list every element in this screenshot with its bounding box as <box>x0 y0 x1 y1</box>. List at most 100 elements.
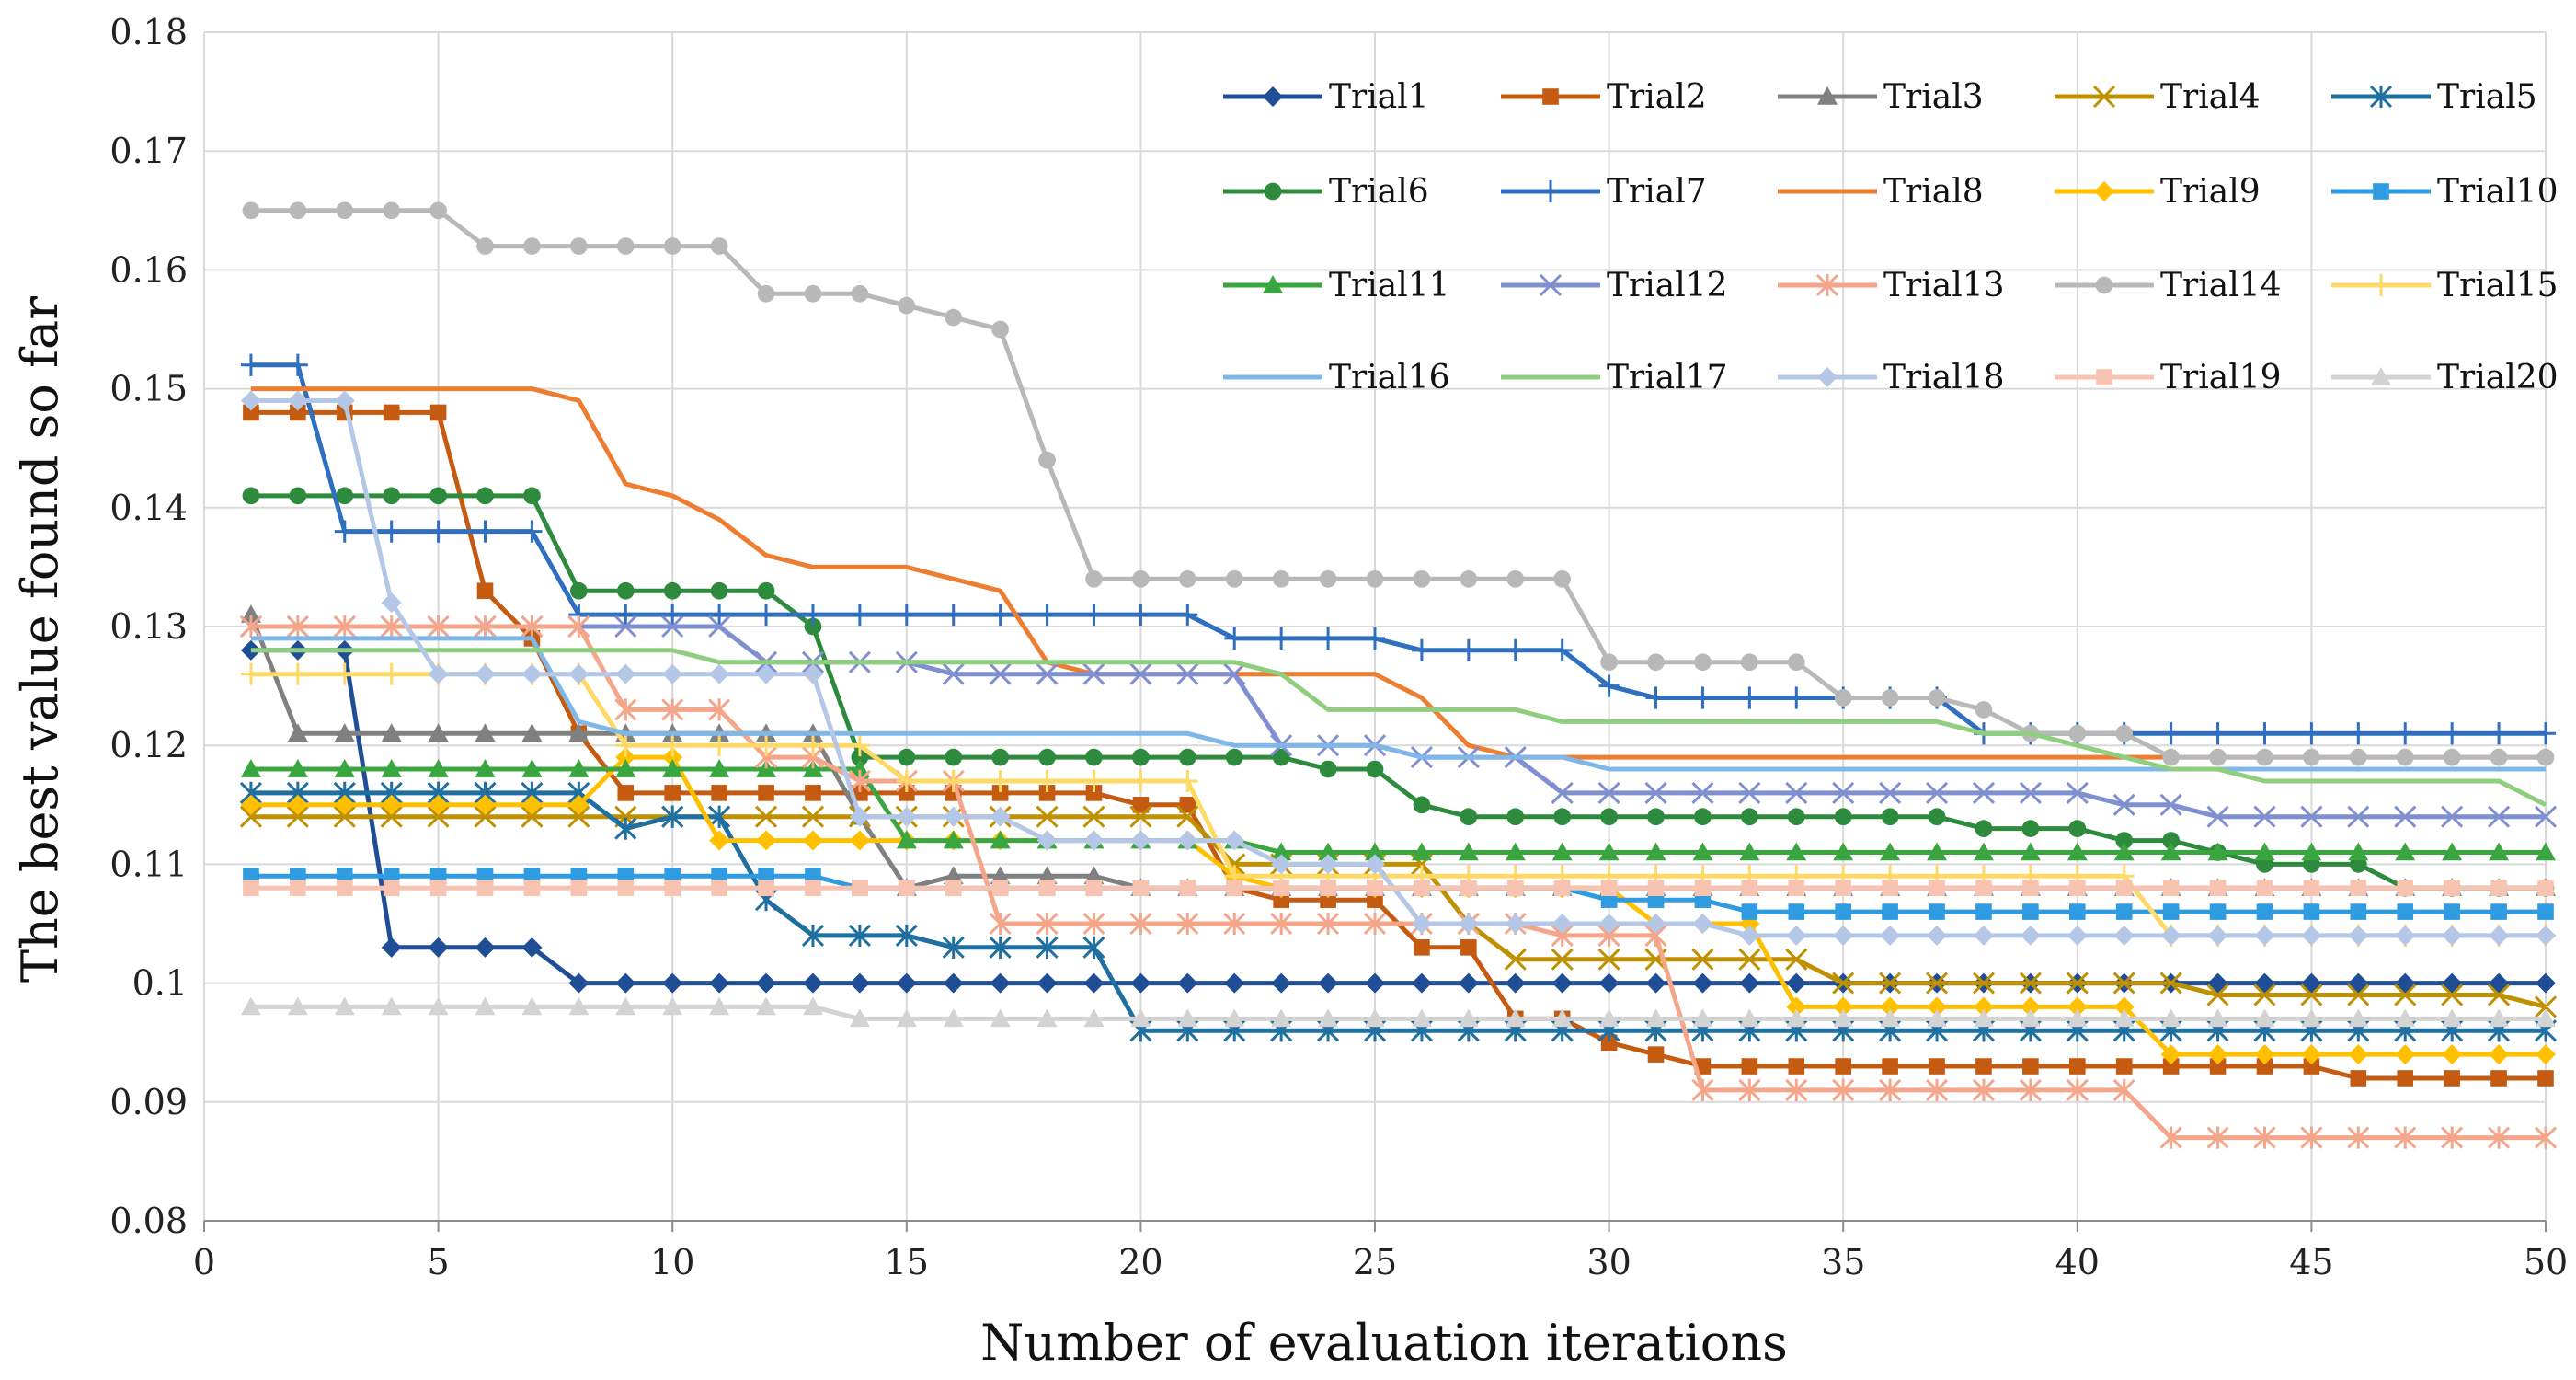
data-point <box>2115 1058 2133 1075</box>
data-point <box>1458 1008 1479 1028</box>
data-point <box>1225 569 1243 588</box>
data-point <box>2206 983 2229 1006</box>
data-point <box>2160 1044 2181 1065</box>
data-point <box>756 663 777 684</box>
data-point <box>1367 880 1383 897</box>
data-point <box>2303 1058 2320 1075</box>
data-point <box>1176 912 1199 936</box>
data-point <box>1739 1008 1760 1028</box>
data-point <box>1788 1058 1805 1075</box>
data-point <box>2489 1044 2510 1065</box>
data-point <box>2207 972 2228 994</box>
x-tick-label: 35 <box>1821 1242 1865 1282</box>
data-point <box>2442 925 2463 946</box>
data-point <box>2021 820 2040 837</box>
data-point <box>1598 914 1620 934</box>
legend-label: Trial7 <box>1607 173 1707 211</box>
data-point <box>1505 972 1526 994</box>
data-point <box>1833 842 1854 861</box>
data-point <box>1083 603 1105 627</box>
legend-label: Trial20 <box>2437 359 2559 397</box>
data-point <box>710 581 728 600</box>
data-point <box>381 794 402 815</box>
data-point <box>2397 880 2414 897</box>
data-point <box>1787 653 1805 672</box>
data-point <box>428 996 449 1016</box>
data-point <box>521 520 543 543</box>
data-point <box>758 880 774 897</box>
data-point <box>2536 1008 2556 1028</box>
data-point <box>2489 972 2510 994</box>
data-point <box>2256 880 2273 897</box>
data-point <box>523 487 541 505</box>
data-point <box>989 662 1012 685</box>
data-point <box>1085 785 1103 801</box>
data-point <box>2113 925 2135 946</box>
data-point <box>2113 996 2135 1018</box>
data-point <box>899 785 915 801</box>
data-point <box>1132 797 1150 813</box>
data-point <box>2347 1126 2370 1149</box>
data-point <box>2444 1070 2460 1087</box>
data-point <box>1741 880 1758 897</box>
data-point <box>1551 948 1574 971</box>
data-point <box>1692 686 1713 709</box>
data-point <box>240 390 261 411</box>
data-point <box>1785 781 1808 804</box>
data-point <box>2253 983 2276 1006</box>
data-point <box>709 734 730 757</box>
data-point <box>1600 653 1618 672</box>
data-point <box>567 805 590 828</box>
data-point <box>663 581 681 600</box>
data-point <box>2444 903 2460 920</box>
data-point <box>1083 769 1105 793</box>
data-point <box>849 830 870 851</box>
data-point <box>2300 983 2323 1006</box>
data-point <box>615 603 636 627</box>
data-point <box>1929 903 1945 920</box>
legend-entry: Trial9 <box>2055 173 2261 211</box>
data-point <box>2254 972 2275 994</box>
data-point <box>523 880 541 897</box>
x-tick-label: 5 <box>428 1242 450 1282</box>
y-tick-label: 0.17 <box>109 131 188 171</box>
data-point <box>943 866 964 885</box>
data-point <box>1223 662 1246 685</box>
data-point <box>2444 880 2460 897</box>
data-point <box>896 830 917 849</box>
data-point <box>1553 808 1572 826</box>
data-point <box>1551 842 1573 861</box>
data-point <box>2488 983 2511 1006</box>
data-point <box>990 1008 1011 1028</box>
legend-label: Trial8 <box>1883 173 1984 211</box>
data-point <box>2300 1126 2323 1149</box>
data-point <box>1739 972 1760 994</box>
data-point <box>616 237 635 255</box>
data-point <box>662 996 683 1016</box>
legend-entry: Trial6 <box>1223 173 1429 211</box>
data-point <box>1832 972 1855 995</box>
data-point <box>2489 722 2510 745</box>
data-point <box>2395 842 2416 861</box>
data-point <box>945 308 963 327</box>
legend-marker <box>2095 276 2113 294</box>
data-point <box>1458 972 1479 994</box>
data-point <box>849 603 870 627</box>
data-point <box>2069 903 2086 920</box>
data-point <box>804 617 822 636</box>
y-tick-label: 0.18 <box>109 12 188 52</box>
data-point <box>1038 785 1056 801</box>
data-point <box>990 866 1011 885</box>
data-point <box>428 520 449 543</box>
data-point <box>2489 1008 2510 1028</box>
data-point <box>334 390 355 411</box>
data-point <box>942 936 965 959</box>
data-point <box>429 487 447 505</box>
data-point <box>242 201 260 220</box>
data-point <box>2441 805 2464 828</box>
legend-marker <box>1815 273 1839 297</box>
data-point <box>1413 569 1431 588</box>
data-point <box>2394 805 2417 828</box>
data-point <box>568 794 590 815</box>
